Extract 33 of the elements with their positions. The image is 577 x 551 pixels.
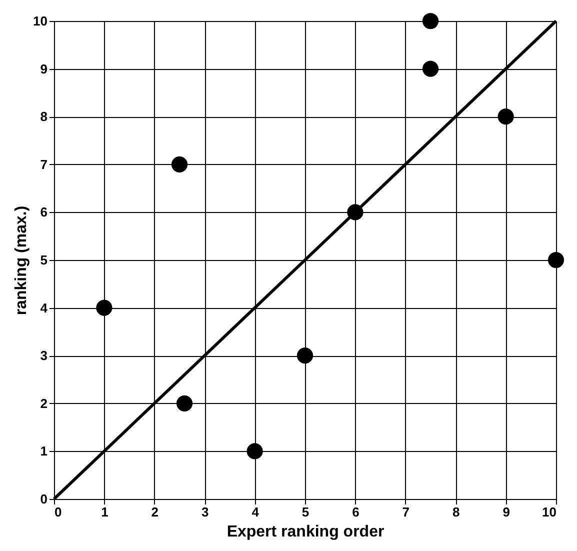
point xyxy=(296,348,314,364)
x-tick-label: 5 xyxy=(302,504,310,520)
y-tick-label: 6 xyxy=(40,204,48,220)
y-tick-label: 5 xyxy=(40,252,48,268)
y-tick-label: 10 xyxy=(33,14,48,28)
x-tick-label: 3 xyxy=(201,504,209,520)
x-tick-label: 8 xyxy=(452,504,460,520)
point xyxy=(548,252,564,268)
point xyxy=(176,395,193,412)
x-tick-label: 6 xyxy=(352,504,360,520)
y-tick-label: 4 xyxy=(40,300,48,316)
x-tick-label: 9 xyxy=(502,504,510,520)
x-tick-label: 7 xyxy=(402,504,410,520)
y-tick-label: 7 xyxy=(40,156,48,172)
x-tick-label: 2 xyxy=(151,504,159,520)
y-tick-label: 8 xyxy=(40,109,48,124)
x-tick-label: 1 xyxy=(101,504,108,520)
x-tick-label: 10 xyxy=(542,504,556,520)
y-tick-label: 0 xyxy=(40,492,48,506)
y-tick-label: 2 xyxy=(40,396,48,411)
y-tick-label: 9 xyxy=(40,61,48,76)
x-axis-title: Expert ranking order xyxy=(226,524,384,540)
y-axis-title: ranking (max.) xyxy=(13,206,30,316)
point xyxy=(246,443,263,460)
point xyxy=(171,156,188,172)
y-tick-label: 1 xyxy=(40,444,48,459)
point xyxy=(422,12,439,30)
point xyxy=(96,300,112,316)
x-tick-label: 0 xyxy=(54,504,62,520)
y-tick-label: 3 xyxy=(40,348,48,364)
point xyxy=(498,108,514,125)
point xyxy=(422,60,439,77)
x-tick-label: 4 xyxy=(252,504,260,520)
